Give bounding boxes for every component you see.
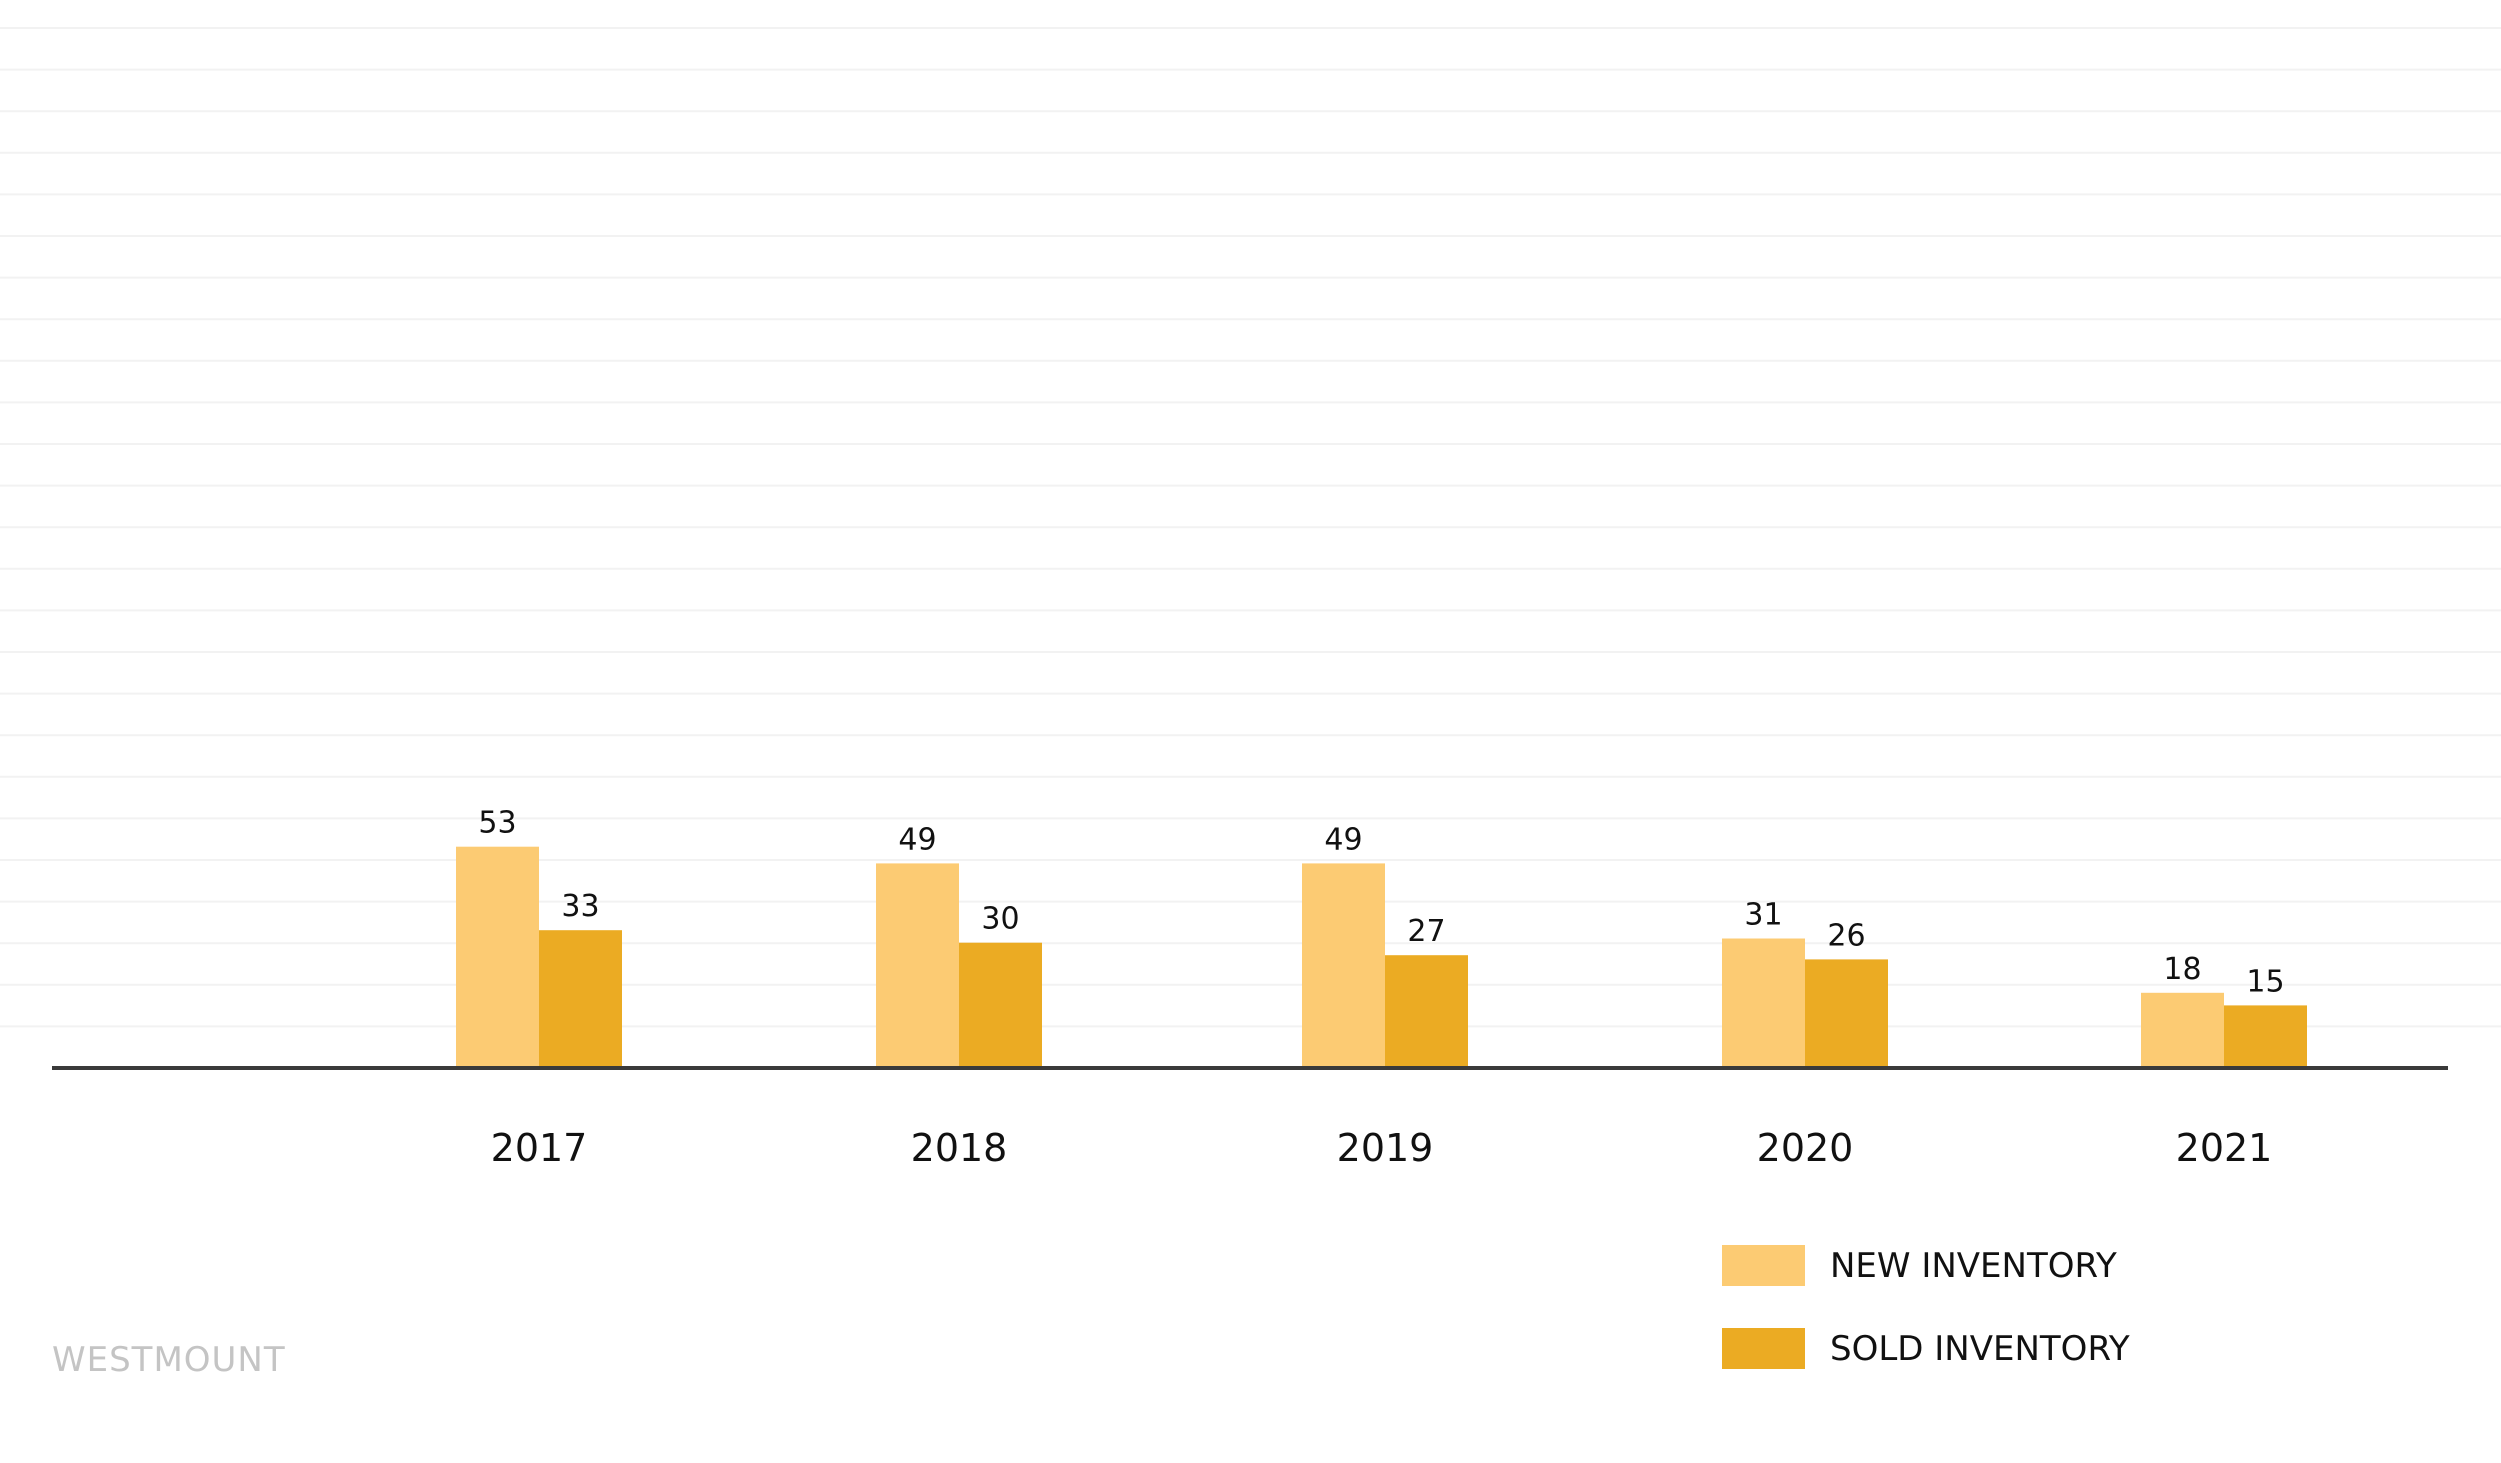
bars bbox=[456, 846, 2307, 1068]
watermark-text: WESTMOUNT bbox=[52, 1340, 286, 1380]
data-label-new-inventory-2021: 18 bbox=[2163, 952, 2201, 987]
data-label-sold-inventory-2019: 27 bbox=[1407, 914, 1445, 949]
bar-new-inventory-2017 bbox=[456, 846, 539, 1068]
legend-label-sold-inventory: SOLD INVENTORY bbox=[1830, 1329, 2130, 1369]
legend-label-new-inventory: NEW INVENTORY bbox=[1830, 1246, 2117, 1286]
legend: NEW INVENTORY SOLD INVENTORY bbox=[1722, 1245, 2130, 1369]
bar-sold-inventory-2018 bbox=[959, 942, 1042, 1068]
bar-new-inventory-2019 bbox=[1302, 863, 1385, 1068]
legend-swatch-sold-inventory bbox=[1722, 1328, 1805, 1369]
bar-new-inventory-2020 bbox=[1722, 938, 1805, 1068]
bar-sold-inventory-2020 bbox=[1805, 959, 1888, 1068]
bar-new-inventory-2021 bbox=[2141, 992, 2224, 1068]
data-label-new-inventory-2019: 49 bbox=[1324, 822, 1362, 857]
data-label-new-inventory-2018: 49 bbox=[898, 822, 936, 857]
data-label-sold-inventory-2017: 33 bbox=[561, 889, 599, 924]
data-label-sold-inventory-2020: 26 bbox=[1827, 918, 1865, 953]
x-tick-label-2021: 2021 bbox=[2176, 1126, 2273, 1170]
bar-new-inventory-2018 bbox=[876, 863, 959, 1068]
data-label-sold-inventory-2018: 30 bbox=[981, 902, 1019, 937]
legend-swatch-new-inventory bbox=[1722, 1245, 1805, 1286]
x-tick-label-2017: 2017 bbox=[491, 1126, 588, 1170]
gridlines bbox=[0, 27, 2501, 1028]
x-tick-label-2018: 2018 bbox=[911, 1126, 1008, 1170]
bar-sold-inventory-2021 bbox=[2224, 1005, 2307, 1068]
data-label-new-inventory-2017: 53 bbox=[478, 806, 516, 841]
data-label-sold-inventory-2021: 15 bbox=[2246, 964, 2284, 999]
x-axis-tick-labels: 2017 2018 2019 2020 2021 bbox=[491, 1126, 2273, 1170]
bar-sold-inventory-2019 bbox=[1385, 955, 1468, 1068]
x-tick-label-2019: 2019 bbox=[1337, 1126, 1434, 1170]
data-labels: 53 33 49 30 49 27 31 26 18 15 bbox=[478, 806, 2284, 1000]
data-label-new-inventory-2020: 31 bbox=[1744, 898, 1782, 933]
x-tick-label-2020: 2020 bbox=[1757, 1126, 1854, 1170]
bar-sold-inventory-2017 bbox=[539, 930, 622, 1068]
